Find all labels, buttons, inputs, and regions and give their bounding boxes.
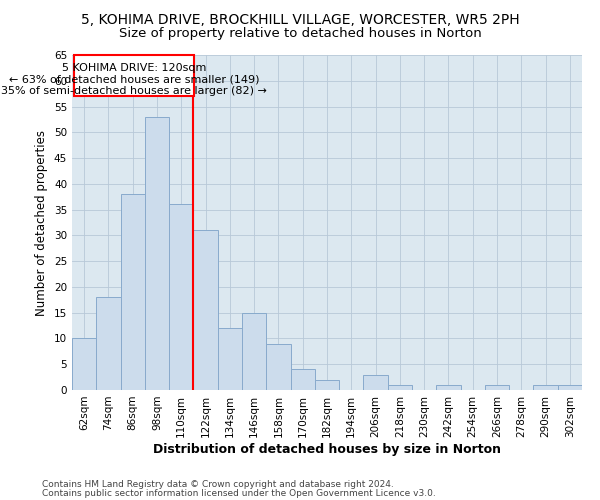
Y-axis label: Number of detached properties: Number of detached properties (35, 130, 49, 316)
Bar (533, 385, 558, 390)
Bar (169, 204, 193, 390)
Bar (364, 374, 388, 390)
Bar (388, 385, 412, 390)
Text: 5 KOHIMA DRIVE: 120sqm: 5 KOHIMA DRIVE: 120sqm (62, 62, 206, 72)
Bar (436, 385, 461, 390)
Bar (485, 385, 509, 390)
Bar (121, 194, 145, 390)
Text: Contains public sector information licensed under the Open Government Licence v3: Contains public sector information licen… (42, 488, 436, 498)
Bar (558, 385, 582, 390)
Bar (96, 297, 121, 390)
Text: 35% of semi-detached houses are larger (82) →: 35% of semi-detached houses are larger (… (1, 86, 267, 97)
Text: Size of property relative to detached houses in Norton: Size of property relative to detached ho… (119, 28, 481, 40)
Bar (218, 328, 242, 390)
Text: ← 63% of detached houses are smaller (149): ← 63% of detached houses are smaller (14… (8, 74, 259, 85)
Bar (72, 338, 96, 390)
FancyBboxPatch shape (74, 55, 194, 96)
X-axis label: Distribution of detached houses by size in Norton: Distribution of detached houses by size … (153, 442, 501, 456)
Bar (193, 230, 218, 390)
Text: 5, KOHIMA DRIVE, BROCKHILL VILLAGE, WORCESTER, WR5 2PH: 5, KOHIMA DRIVE, BROCKHILL VILLAGE, WORC… (80, 12, 520, 26)
Bar (290, 370, 315, 390)
Bar (315, 380, 339, 390)
Bar (145, 117, 169, 390)
Text: Contains HM Land Registry data © Crown copyright and database right 2024.: Contains HM Land Registry data © Crown c… (42, 480, 394, 489)
Bar (242, 312, 266, 390)
Bar (266, 344, 290, 390)
